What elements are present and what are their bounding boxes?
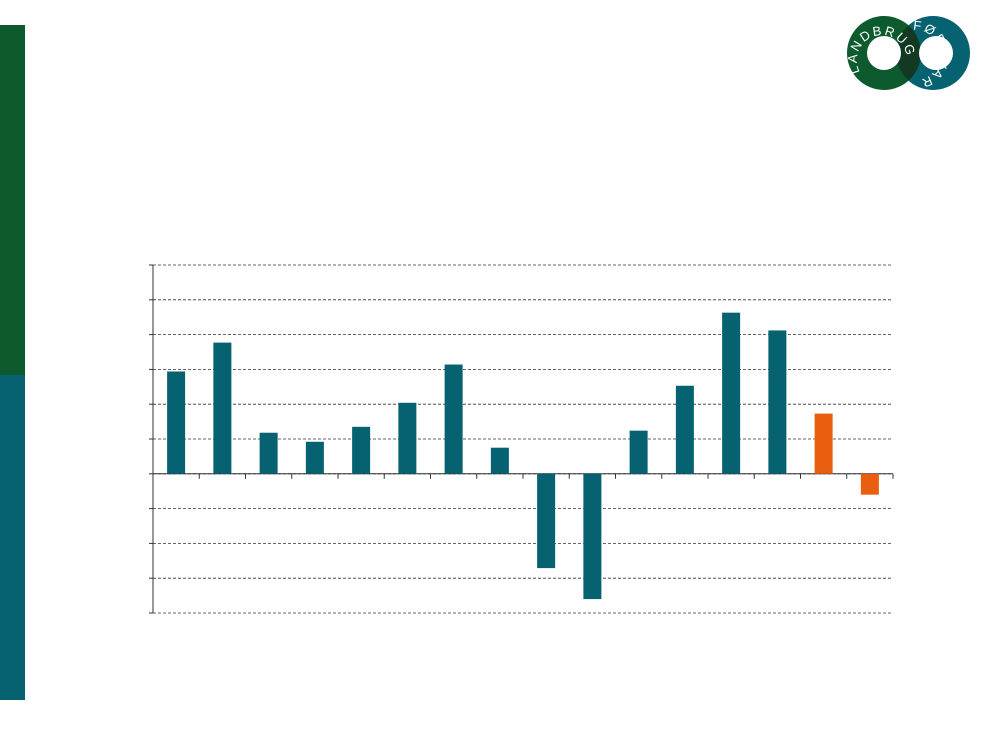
bar	[675, 385, 694, 474]
logo-hole	[867, 36, 901, 70]
bar	[444, 364, 463, 474]
logo-hole	[919, 36, 953, 70]
logo-text: FØDEVARER	[0, 0, 952, 91]
bar	[814, 413, 833, 474]
bar	[768, 330, 787, 474]
bar	[167, 371, 186, 474]
side-band-green	[0, 25, 25, 375]
logo-overlap	[896, 25, 921, 81]
bar	[352, 426, 371, 474]
side-band-teal	[0, 375, 25, 700]
bar	[537, 473, 556, 569]
bar	[259, 432, 278, 474]
bar	[213, 342, 232, 474]
bar	[860, 473, 879, 495]
logo-text-right: FØDEVARER	[0, 0, 950, 91]
bar	[629, 430, 648, 474]
bar	[398, 402, 417, 474]
bar	[305, 441, 324, 474]
bar	[722, 312, 741, 474]
bar	[583, 473, 602, 600]
logo: LANDBRUG FØDEVARER	[0, 0, 970, 91]
bar	[490, 447, 509, 474]
